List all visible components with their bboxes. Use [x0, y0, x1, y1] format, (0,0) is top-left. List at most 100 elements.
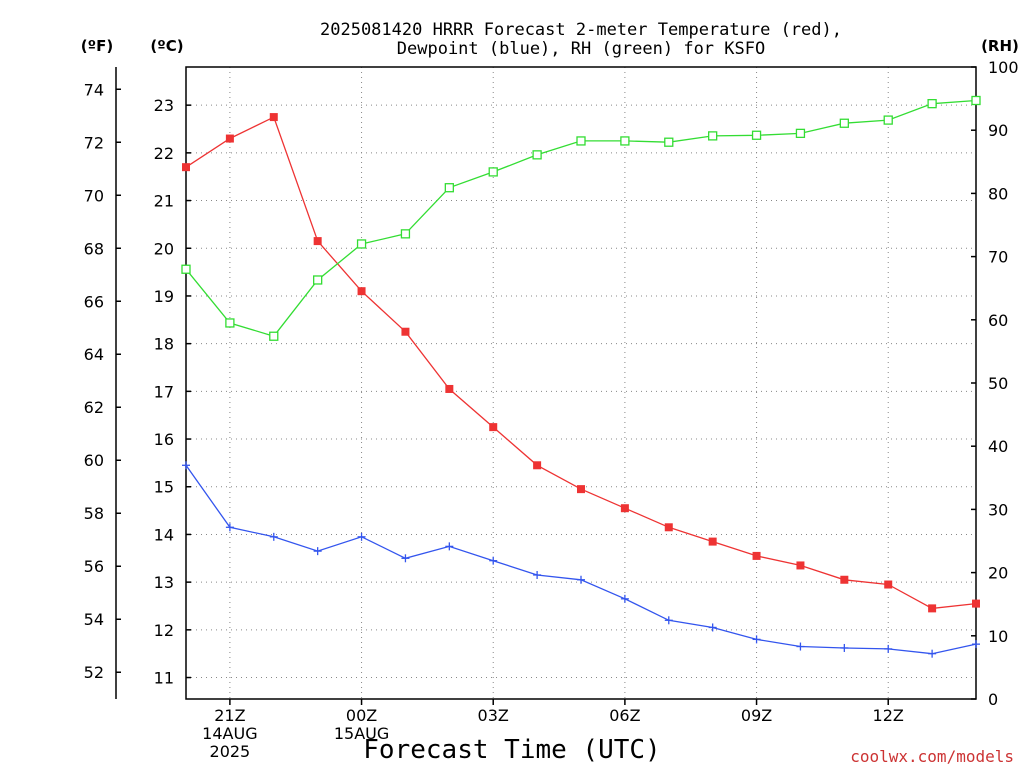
x-axis-label: Forecast Time (UTC)	[363, 735, 660, 765]
dewpoint-point	[752, 635, 761, 644]
temperature-point	[796, 561, 805, 570]
rh-point	[664, 137, 674, 147]
rh-tick-label: 40	[988, 437, 1008, 456]
fahrenheit-tick-label: 70	[84, 186, 104, 205]
temperature-point	[445, 384, 454, 393]
temperature-point	[182, 163, 190, 172]
temperature-point	[269, 113, 278, 122]
temperature-point	[620, 504, 629, 513]
plot-frame	[185, 66, 977, 700]
rh-point	[795, 128, 806, 139]
rh-point	[400, 229, 411, 239]
temperature-point	[313, 237, 322, 246]
rh-point	[269, 331, 279, 341]
rh-point	[751, 130, 762, 140]
rh-point	[620, 136, 630, 146]
rh-line	[185, 99, 977, 337]
rh-tick-label: 100	[988, 58, 1019, 77]
rh-tick-label: 60	[988, 311, 1008, 330]
dewpoint-point	[884, 644, 893, 653]
rh-tick-label: 80	[988, 184, 1008, 203]
rh-point	[225, 318, 235, 328]
grid	[186, 67, 976, 699]
celsius-tick-label: 14	[154, 525, 174, 544]
dewpoint-point	[269, 532, 278, 541]
celsius-tick-label: 12	[154, 621, 174, 640]
x-tick-label: 09Z	[741, 706, 772, 725]
dewpoint-point	[401, 554, 410, 563]
dewpoint-point	[357, 532, 366, 541]
rh-tick-label: 70	[988, 248, 1008, 267]
celsius-tick-label: 21	[154, 192, 174, 211]
fahrenheit-tick-label: 72	[84, 133, 104, 152]
temperature-point	[357, 287, 366, 296]
temperature-point	[225, 134, 234, 143]
chart-title-line1: 2025081420 HRRR Forecast 2-meter Tempera…	[320, 20, 842, 40]
dewpoint-point	[840, 643, 849, 652]
x-tick-label: 06Z	[609, 706, 640, 725]
rh-tick-label: 20	[988, 564, 1008, 583]
dewpoint-point	[533, 570, 542, 579]
dewpoint-point	[708, 623, 717, 632]
rh-unit-label: (RH)	[981, 37, 1019, 55]
rh-point	[444, 183, 454, 193]
rh-point	[313, 275, 323, 285]
temperature-point	[533, 461, 542, 470]
x-tick-label: 12Z	[873, 706, 904, 725]
dewpoint-point	[489, 556, 498, 565]
dewpoint-line	[185, 464, 977, 655]
dewpoint-point	[796, 642, 805, 651]
fahrenheit-tick-label: 64	[84, 345, 104, 364]
celsius-tick-label: 11	[154, 669, 174, 688]
rh-point	[181, 264, 191, 274]
axes	[115, 66, 977, 700]
x-tick-label: 21Z	[214, 706, 245, 725]
temperature-point	[401, 327, 410, 336]
temperature-point	[972, 599, 980, 608]
rh-tick-label: 0	[988, 690, 998, 709]
dewpoint-point	[445, 542, 454, 551]
fahrenheit-tick-label: 62	[84, 398, 104, 417]
x-tick-label: 03Z	[478, 706, 509, 725]
rh-point	[708, 131, 718, 141]
dewpoint-point	[225, 523, 234, 532]
temperature-point	[489, 423, 498, 432]
celsius-tick-label: 23	[154, 96, 174, 115]
fahrenheit-tick-label: 58	[84, 504, 104, 523]
fahrenheit-tick-label: 54	[84, 610, 104, 629]
temperature-point	[708, 537, 717, 546]
credit-link[interactable]: coolwx.com/models	[850, 747, 1014, 766]
temperature-point	[577, 485, 585, 494]
celsius-unit-label: (ºC)	[150, 37, 183, 55]
dewpoint-point	[928, 649, 937, 658]
celsius-tick-label: 19	[154, 287, 174, 306]
x-tick-label: 15AUG	[334, 724, 389, 743]
rh-tick-label: 30	[988, 500, 1008, 519]
dewpoint-point	[972, 640, 980, 649]
rh-point	[532, 150, 542, 160]
rh-point	[883, 115, 893, 125]
temperature-point	[840, 575, 849, 584]
rh-point	[927, 99, 937, 109]
fahrenheit-tick-label: 60	[84, 451, 104, 470]
celsius-tick-label: 13	[154, 573, 174, 592]
rh-point	[356, 239, 367, 249]
fahrenheit-tick-label: 66	[84, 292, 104, 311]
fahrenheit-tick-label: 68	[84, 239, 104, 258]
dewpoint-point	[664, 616, 673, 625]
rh-point	[576, 136, 586, 146]
data-series	[181, 95, 981, 658]
fahrenheit-tick-label: 74	[84, 80, 104, 99]
rh-tick-label: 10	[988, 627, 1008, 646]
x-tick-label: 00Z	[346, 706, 377, 725]
fahrenheit-tick-label: 52	[84, 663, 104, 682]
x-tick-label: 14AUG	[202, 724, 257, 743]
rh-point	[971, 95, 981, 106]
temperature-point	[884, 580, 893, 589]
temperature-point	[664, 523, 673, 532]
fahrenheit-tick-label: 56	[84, 557, 104, 576]
rh-point	[488, 167, 498, 177]
fahrenheit-unit-label: (ºF)	[81, 37, 113, 55]
rh-tick-label: 90	[988, 121, 1008, 140]
